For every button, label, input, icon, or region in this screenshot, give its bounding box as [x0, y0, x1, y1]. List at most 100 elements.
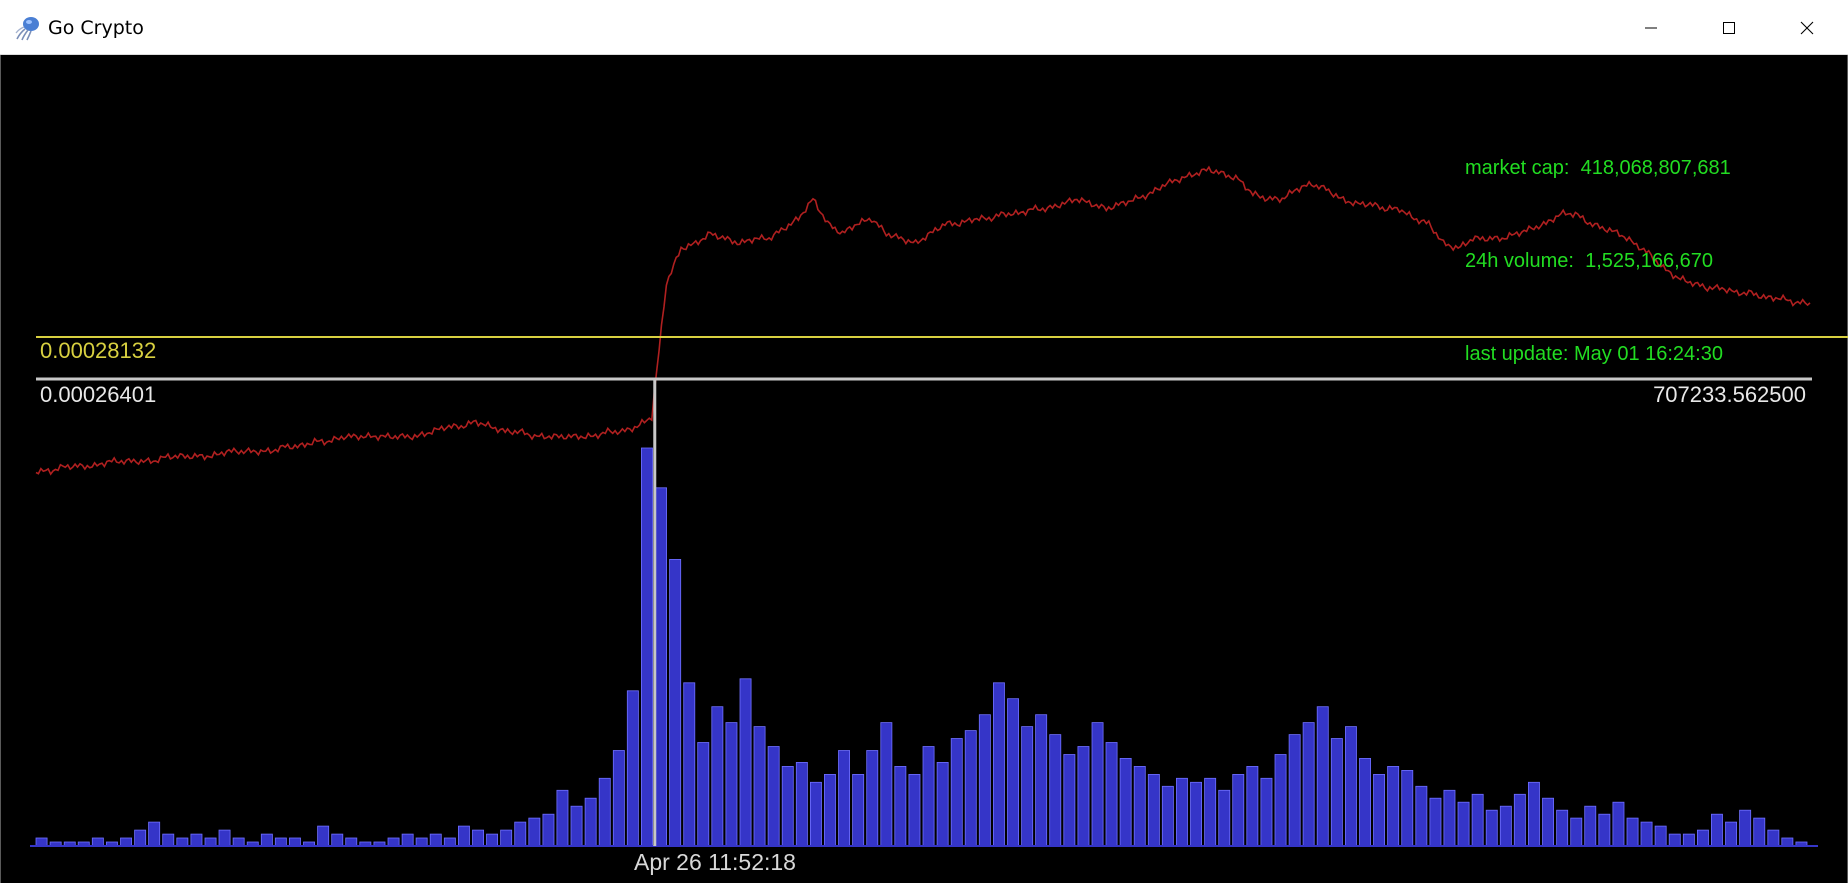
volume-bar	[795, 762, 808, 847]
window-border-left	[0, 55, 1, 883]
price-volume-chart[interactable]	[0, 56, 1848, 883]
title-bar[interactable]: Go Crypto	[0, 0, 1848, 55]
volume-bar	[978, 714, 991, 847]
volume-bar	[1767, 829, 1780, 847]
volume-bar	[781, 766, 794, 847]
volume-bar	[1542, 797, 1555, 847]
volume-bar	[204, 837, 217, 847]
maximize-icon	[1722, 21, 1736, 35]
volume-bar	[1260, 777, 1273, 847]
volume-bar	[993, 682, 1005, 847]
volume-bar	[190, 833, 203, 847]
volume-bar	[1711, 813, 1723, 847]
volume-bar	[936, 762, 949, 847]
volume-bar	[852, 774, 865, 847]
volume-bar	[1316, 706, 1329, 847]
volume-bar	[1288, 734, 1301, 847]
volume-bar	[1246, 766, 1259, 847]
volume-bar	[950, 738, 963, 847]
volume-bar	[1387, 766, 1400, 847]
volume-bar	[1049, 734, 1062, 847]
volume-bar	[598, 777, 611, 847]
volume-bar	[1345, 726, 1357, 847]
volume-bar	[274, 837, 287, 847]
maximize-button[interactable]	[1690, 0, 1768, 55]
volume-bar	[1513, 793, 1526, 847]
volume-bar	[162, 833, 175, 847]
volume-bar	[1007, 698, 1020, 847]
volume-bar	[1598, 813, 1611, 847]
volume-bar	[528, 817, 541, 847]
volume-bar	[1668, 833, 1681, 847]
volume-bar	[472, 829, 485, 847]
volume-bar	[1457, 801, 1470, 847]
cursor-volume-label: 707233.562500	[1653, 382, 1806, 407]
volume-bar	[429, 833, 442, 847]
volume-bar	[486, 833, 499, 847]
volume-bar	[288, 837, 301, 847]
volume-bar	[1528, 781, 1540, 847]
volume-bar	[753, 726, 766, 847]
minimize-button[interactable]	[1612, 0, 1690, 55]
volume-bar	[1753, 817, 1766, 847]
last-update-row: last update: May 01 16:24:30	[1465, 339, 1731, 370]
close-icon	[1800, 21, 1814, 35]
volume-bar	[120, 837, 133, 847]
volume-bar	[91, 837, 104, 847]
volume-bar	[810, 781, 822, 847]
volume-bar	[134, 829, 147, 847]
yellow-level-label: 0.00028132	[40, 338, 157, 363]
volume-bar	[1161, 785, 1174, 847]
volume-bar	[1063, 754, 1076, 847]
volume-bar	[1682, 833, 1695, 847]
volume-bar	[387, 837, 400, 847]
volume-bar	[1077, 746, 1090, 847]
volume-bar	[331, 833, 344, 847]
volume-bar	[401, 833, 414, 847]
volume-bar	[1584, 805, 1597, 847]
volume-bar	[345, 837, 358, 847]
volume-bar	[1556, 809, 1569, 847]
volume-bar	[35, 837, 48, 847]
volume-bar	[1274, 754, 1287, 847]
last-update-label: last update:	[1465, 343, 1569, 365]
volume-bar	[880, 722, 893, 847]
volume-bar	[1133, 766, 1146, 847]
volume-bar	[317, 825, 330, 847]
volume-bar	[232, 837, 245, 847]
volume-bar	[655, 487, 668, 847]
volume-bar	[641, 447, 653, 847]
volume-bar	[767, 746, 780, 847]
volume-bar	[1570, 817, 1583, 847]
volume-bar	[1105, 742, 1118, 847]
volume-bar	[739, 678, 752, 847]
window-title: Go Crypto	[48, 17, 144, 39]
volume-bar	[1725, 821, 1738, 847]
volume-label: 24h volume:	[1465, 250, 1574, 272]
cursor-price-label: 0.00026401	[40, 382, 157, 407]
volume-bar	[866, 750, 879, 847]
volume-bar	[457, 825, 470, 847]
volume-bar	[922, 746, 935, 847]
volume-bar	[542, 813, 555, 847]
volume-bar	[570, 805, 583, 847]
volume-bar	[1176, 777, 1188, 847]
market-cap-row: market cap: 418,068,807,681	[1465, 153, 1731, 184]
volume-bar	[1429, 797, 1442, 847]
close-button[interactable]	[1768, 0, 1846, 55]
volume-bar	[1471, 793, 1484, 847]
volume-bar	[1781, 837, 1794, 847]
volume-bar	[1204, 777, 1217, 847]
volume-bar	[1147, 774, 1160, 847]
volume-bar	[176, 837, 189, 847]
volume-bar	[1697, 829, 1709, 847]
volume-bar	[1401, 770, 1414, 847]
volume-bar	[1640, 821, 1653, 847]
volume-bar	[908, 774, 921, 847]
volume-bar	[669, 558, 682, 847]
volume-bar	[1443, 789, 1456, 847]
cursor-time-label: Apr 26 11:52:18	[634, 849, 796, 875]
volume-bar	[218, 829, 231, 847]
volume-bar	[1302, 722, 1315, 847]
